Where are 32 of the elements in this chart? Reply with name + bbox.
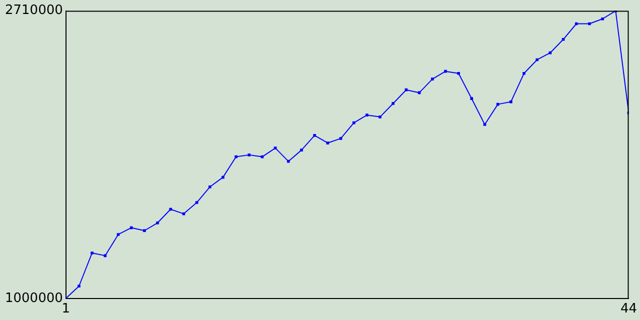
x-tick-label: 44 — [620, 302, 637, 317]
point — [248, 154, 251, 156]
point — [470, 97, 474, 100]
point — [562, 38, 565, 41]
point — [483, 123, 486, 126]
point — [588, 22, 591, 26]
point — [274, 146, 277, 150]
point — [430, 78, 434, 80]
point — [404, 88, 408, 92]
y-tick-label: 2710000 — [4, 3, 63, 18]
point — [208, 185, 212, 188]
point — [496, 102, 500, 106]
point — [339, 137, 342, 140]
point — [130, 226, 133, 230]
x-tick-label: 1 — [62, 302, 70, 317]
point — [352, 121, 356, 124]
point — [156, 221, 159, 224]
point — [234, 155, 238, 158]
point — [326, 142, 330, 144]
point — [444, 70, 447, 73]
point — [548, 51, 552, 54]
y-tick-label: 1000000 — [4, 290, 63, 306]
point — [574, 22, 578, 26]
point — [195, 201, 198, 204]
point — [510, 100, 512, 104]
point — [169, 208, 172, 211]
point — [287, 160, 290, 163]
point — [143, 229, 146, 232]
point — [392, 102, 395, 105]
point — [536, 58, 539, 62]
point — [222, 176, 224, 179]
point — [116, 233, 120, 236]
